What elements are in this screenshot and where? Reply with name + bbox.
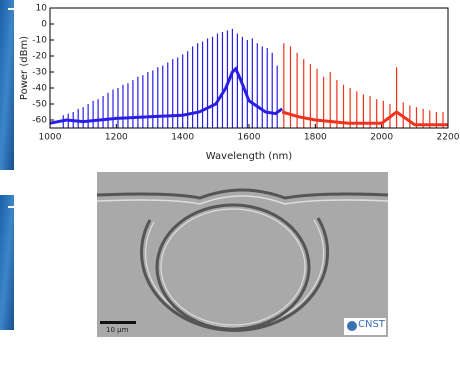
x-tick-label: 1600 (238, 133, 261, 143)
bus-waveguide-edge (96, 195, 389, 205)
x-tick-label: 2000 (370, 133, 393, 143)
plot-frame (49, 7, 449, 129)
x-tick-label: 1800 (304, 133, 327, 143)
y-tick-label: -20 (32, 52, 47, 62)
scale-bar (100, 321, 136, 324)
y-tick-label: 0 (41, 20, 47, 30)
scale-bar-label: 10 µm (106, 326, 129, 334)
spectrum-line (281, 110, 448, 127)
side-mark (8, 8, 14, 10)
logo-icon (347, 321, 357, 331)
ring (155, 203, 311, 331)
sem-image: 10 µm CNST (96, 172, 389, 337)
x-tick-label: 1400 (171, 133, 194, 143)
x-tick-label: 2200 (437, 133, 460, 143)
y-tick-label: -60 (32, 116, 47, 126)
spectrum-line (49, 66, 284, 125)
y-tick-label: -50 (32, 100, 47, 110)
outer-guide-edge (144, 219, 325, 328)
side-mark (8, 206, 14, 208)
y-axis-label: Power (dBm) (19, 36, 30, 100)
logo-text: CNST (358, 319, 386, 330)
x-tick-label: 1200 (105, 133, 128, 143)
side-panel (0, 195, 14, 330)
x-tick-label: 1000 (39, 133, 62, 143)
y-tick-label: 10 (36, 4, 48, 14)
ring-edge (160, 208, 306, 326)
bus-waveguide (96, 188, 389, 200)
y-tick-label: -40 (32, 84, 47, 94)
y-tick-label: -10 (32, 36, 47, 46)
side-panel (0, 0, 14, 170)
y-tick-label: -30 (32, 68, 47, 78)
x-axis-label: Wavelength (nm) (206, 151, 292, 162)
